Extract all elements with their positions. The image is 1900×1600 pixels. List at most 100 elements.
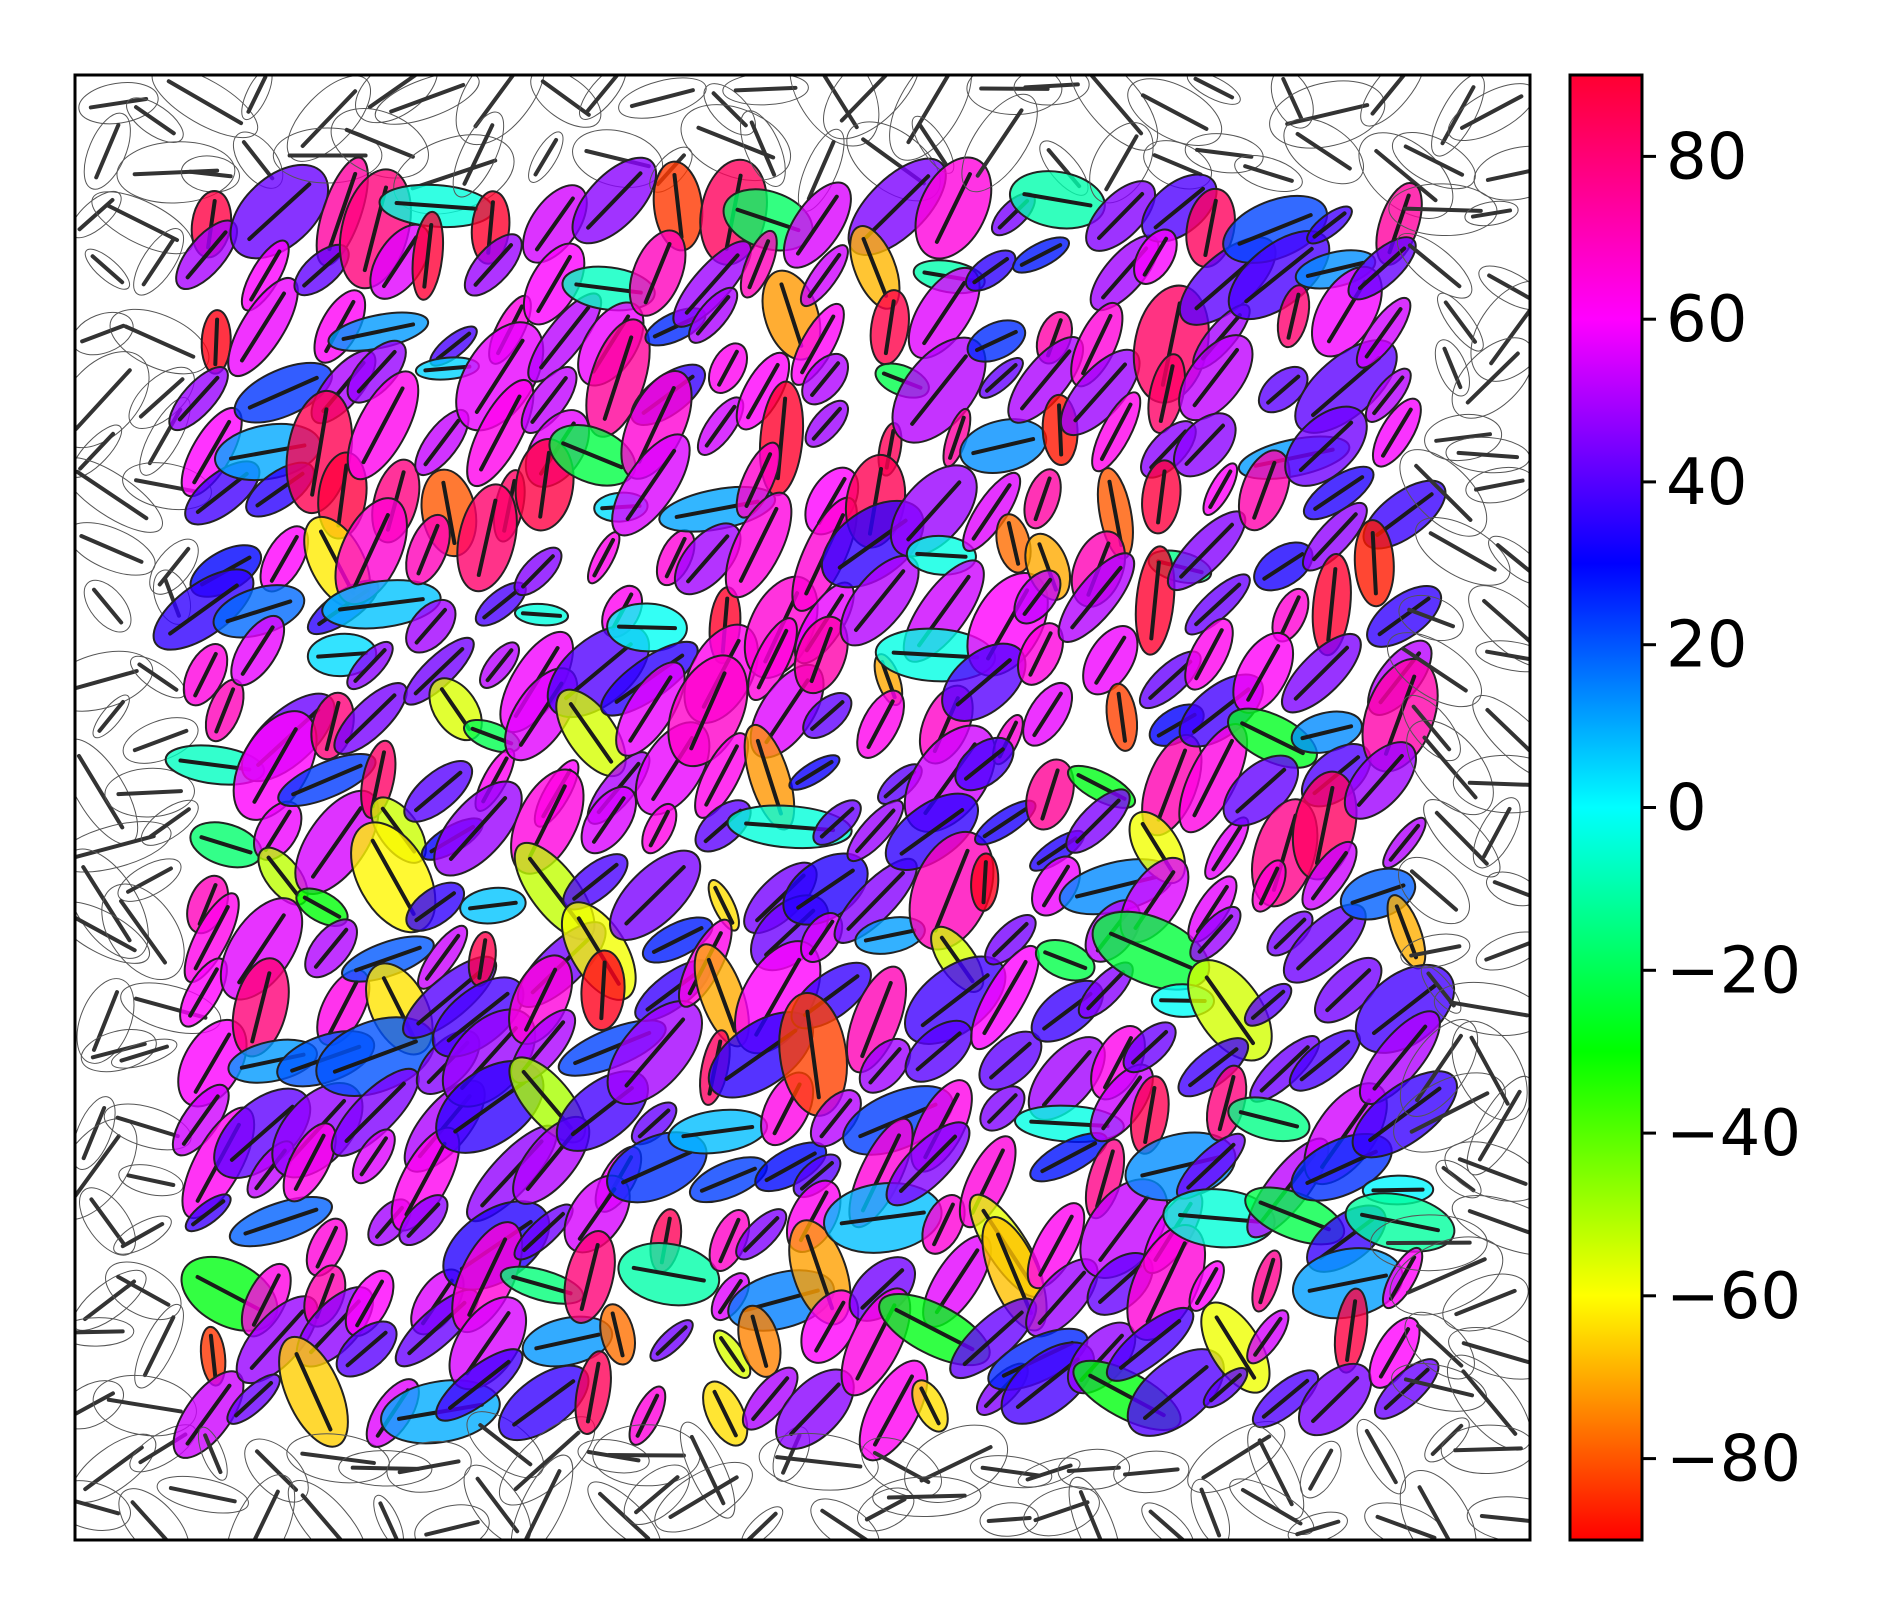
- ellipse-marker-edge: [1447, 83, 1530, 142]
- orientation-line: [521, 554, 555, 589]
- ellipse-marker-edge: [1451, 1020, 1528, 1121]
- orientation-line: [839, 1210, 926, 1226]
- ellipse-marker: [858, 1359, 929, 1462]
- ellipse-marker-edge: [452, 111, 505, 198]
- orientation-line: [126, 1173, 176, 1188]
- ellipse-body: [452, 111, 505, 198]
- orientation-line: [989, 1041, 1032, 1080]
- orientation-line: [1406, 1257, 1487, 1295]
- orientation-line: [269, 535, 299, 583]
- orientation-line: [629, 88, 695, 109]
- ellipse-marker: [743, 723, 796, 831]
- orientation-line: [1211, 825, 1243, 872]
- ellipse-body: [75, 190, 122, 239]
- orientation-line: [1204, 975, 1256, 1046]
- orientation-line: [1377, 596, 1431, 637]
- ellipse-body: [84, 248, 131, 290]
- ellipse-marker: [227, 276, 299, 378]
- orientation-line: [485, 648, 514, 683]
- ellipse-marker-edge: [1089, 122, 1154, 204]
- orientation-line: [1311, 1375, 1360, 1424]
- orientation-line: [240, 625, 275, 676]
- ellipse-marker-edge: [1184, 133, 1264, 174]
- orientation-line: [1442, 346, 1463, 390]
- ellipse-marker: [793, 615, 849, 695]
- ellipse-marker: [802, 692, 853, 739]
- ellipse-marker: [978, 356, 1024, 399]
- orientation-line: [1057, 403, 1064, 457]
- ellipse-body: [1478, 265, 1530, 311]
- ellipse-body: [1435, 1159, 1482, 1199]
- ellipse-marker: [1343, 741, 1417, 820]
- ellipse-marker: [182, 643, 229, 707]
- orientation-line: [302, 895, 342, 919]
- ellipse-marker: [966, 319, 1027, 363]
- orientation-line: [1477, 1089, 1522, 1162]
- orientation-line: [1296, 916, 1354, 971]
- orientation-line: [353, 648, 387, 683]
- ellipse-marker-edge: [1068, 1476, 1121, 1540]
- orientation-line: [344, 1081, 406, 1143]
- ellipse-body: [1393, 1072, 1506, 1153]
- orientation-line: [414, 607, 447, 645]
- ellipse-marker: [869, 289, 910, 366]
- orientation-line: [359, 1136, 388, 1177]
- orientation-line: [1434, 810, 1489, 866]
- orientation-line: [1467, 1209, 1530, 1242]
- orientation-line: [668, 1475, 739, 1520]
- orientation-line: [1461, 1341, 1530, 1366]
- orientation-line: [855, 808, 896, 854]
- orientation-line: [809, 626, 833, 684]
- orientation-line: [1370, 531, 1378, 596]
- ellipse-body: [1475, 640, 1530, 673]
- orientation-line: [719, 1336, 746, 1373]
- orientation-line: [625, 448, 677, 521]
- ellipse-marker-edge: [1434, 339, 1470, 397]
- ellipse-marker-edge: [1360, 75, 1426, 127]
- ellipse-body: [126, 97, 184, 143]
- ellipse-marker-edge: [1488, 535, 1530, 585]
- orientation-line: [922, 280, 967, 346]
- ellipse-body: [330, 108, 429, 179]
- ellipse-body: [75, 1269, 147, 1331]
- orientation-line: [119, 899, 167, 965]
- ellipse-marker-edge: [84, 248, 131, 290]
- ellipse-body: [579, 75, 627, 120]
- ellipse-body: [1369, 1214, 1488, 1272]
- ellipse-body: [105, 1261, 182, 1321]
- orientation-line: [1041, 1050, 1092, 1107]
- ellipse-marker: [599, 1303, 636, 1366]
- ellipse-marker: [1381, 1246, 1424, 1310]
- orientation-line: [75, 469, 149, 521]
- orientation-line: [1119, 1319, 1182, 1370]
- orientation-line: [1109, 931, 1193, 970]
- orientation-line: [195, 471, 249, 514]
- orientation-line: [300, 1451, 376, 1465]
- ellipse-marker: [1091, 391, 1142, 473]
- ellipse-marker: [1301, 840, 1358, 911]
- orientation-line: [934, 1248, 980, 1315]
- orientation-line: [686, 534, 730, 584]
- orientation-line: [585, 75, 620, 113]
- orientation-line: [747, 239, 771, 290]
- ellipse-marker-edge: [1113, 1450, 1190, 1494]
- orientation-line: [1020, 349, 1072, 411]
- orientation-line: [933, 848, 970, 933]
- ellipse-marker-edge: [1396, 233, 1473, 299]
- ellipse-marker: [628, 229, 687, 317]
- orientation-line: [1153, 186, 1205, 230]
- ellipse-marker-edge: [1287, 1511, 1348, 1540]
- orientation-line: [920, 973, 990, 1028]
- orientation-line: [1145, 1241, 1187, 1324]
- ellipse-marker: [304, 918, 358, 979]
- ellipse-marker: [778, 991, 848, 1117]
- orientation-line: [915, 551, 968, 559]
- ellipse-marker: [889, 464, 978, 558]
- orientation-line: [530, 376, 568, 424]
- ellipse-body: [272, 127, 383, 184]
- ellipse-marker: [175, 219, 238, 290]
- ellipse-marker: [1251, 859, 1287, 913]
- ellipse-body: [1398, 856, 1470, 925]
- orientation-line: [860, 980, 893, 1059]
- orientation-line: [689, 1434, 726, 1506]
